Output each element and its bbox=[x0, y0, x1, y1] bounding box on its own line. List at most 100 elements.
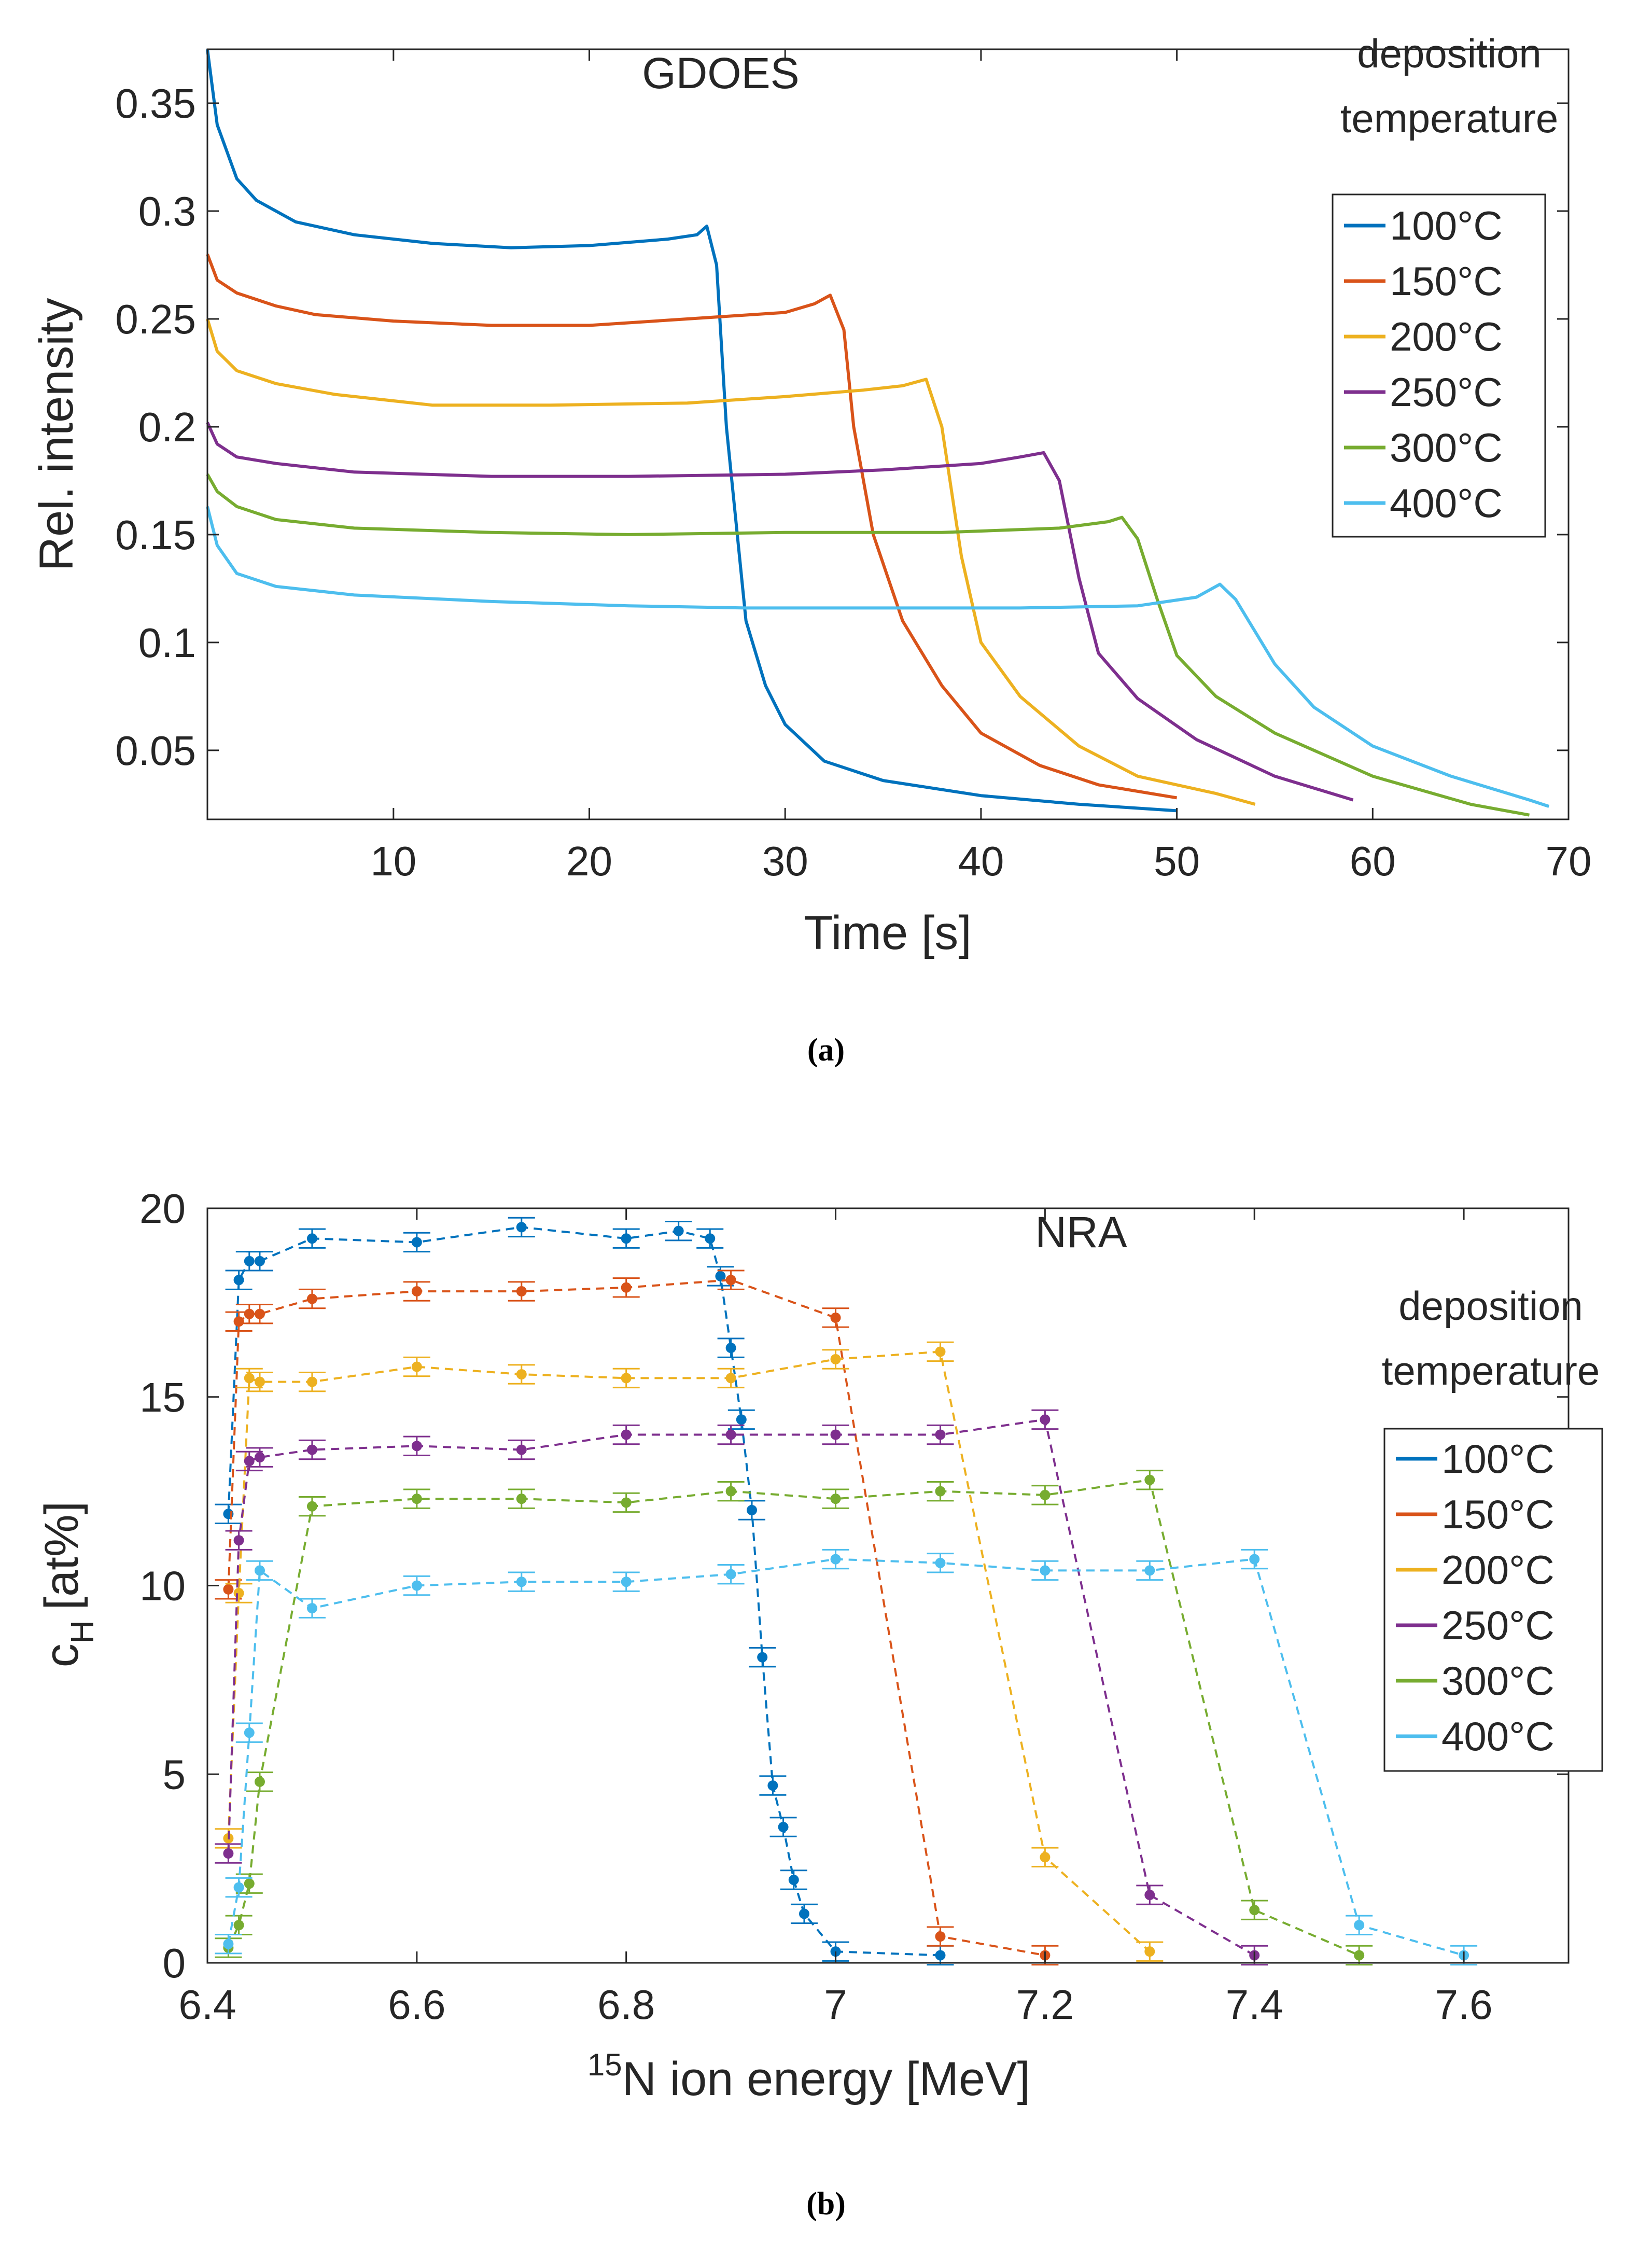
nra-point-400c bbox=[612, 1571, 640, 1592]
gdoes-plot-area bbox=[206, 48, 1570, 820]
nra-y-tick-label: 0 bbox=[163, 1940, 186, 1986]
nra-point-200c bbox=[1136, 1941, 1164, 1962]
nra-point-100c bbox=[298, 1228, 326, 1249]
gdoes-y-tick-label: 0.35 bbox=[115, 80, 196, 127]
nra-point-300c bbox=[612, 1492, 640, 1513]
nra-annotation-line2: temperature bbox=[1382, 1348, 1600, 1393]
gdoes-legend-label: 200°C bbox=[1390, 314, 1503, 359]
nra-point-200c bbox=[246, 1371, 273, 1392]
nra-point-400c bbox=[298, 1598, 326, 1619]
nra-point-150c bbox=[298, 1288, 326, 1309]
nra-point-250c bbox=[246, 1447, 273, 1468]
nra-point-100c bbox=[759, 1775, 787, 1796]
nra-point-300c bbox=[403, 1488, 430, 1509]
gdoes-y-tick-label: 0.25 bbox=[115, 296, 196, 342]
nra-point-250c bbox=[612, 1424, 640, 1445]
nra-y-axis-label-subscript: H bbox=[65, 1620, 101, 1643]
nra-y-axis-label-unit: [at%] bbox=[35, 1501, 88, 1610]
nra-y-tick-label: 5 bbox=[163, 1751, 186, 1797]
nra-point-100c bbox=[612, 1228, 640, 1249]
nra-point-300c bbox=[717, 1481, 745, 1502]
nra-point-250c bbox=[822, 1424, 849, 1445]
gdoes-legend: 100°C 150°C 200°C 250°C 300°C 400°C bbox=[1332, 193, 1546, 538]
nra-point-100c bbox=[790, 1903, 818, 1924]
nra-point-400c bbox=[215, 1933, 242, 1955]
nra-point-400c bbox=[822, 1549, 849, 1570]
caption-a: (a) bbox=[807, 1033, 845, 1068]
nra-point-250c bbox=[927, 1424, 954, 1445]
gdoes-x-tick-label: 10 bbox=[370, 838, 416, 884]
nra-point-300c bbox=[246, 1771, 273, 1792]
nra-point-150c bbox=[822, 1307, 849, 1328]
nra-x-tick-label: 7.2 bbox=[1016, 1982, 1074, 2028]
nra-legend-label: 200°C bbox=[1441, 1547, 1555, 1593]
nra-point-400c bbox=[1241, 1549, 1268, 1570]
nra-point-400c bbox=[225, 1877, 253, 1898]
nra-point-400c bbox=[927, 1553, 954, 1573]
gdoes-y-axis-label: Rel. intensity bbox=[30, 298, 83, 571]
nra-y-axis-label-c: c bbox=[35, 1643, 88, 1667]
gdoes-annotation-line1: deposition bbox=[1357, 31, 1542, 76]
nra-legend: 100°C 150°C 200°C 250°C 300°C 400°C bbox=[1383, 1428, 1603, 1772]
nra-point-100c bbox=[403, 1232, 430, 1253]
nra-point-400c bbox=[235, 1722, 263, 1743]
nra-chart: 6.4 6.6 6.8 7 7.2 7.4 7.6 0 5 10 15 20 NRA deposit… bbox=[35, 1185, 1603, 2105]
nra-point-300c bbox=[508, 1488, 535, 1509]
nra-point-100c bbox=[707, 1266, 734, 1287]
gdoes-series-line-200c bbox=[206, 318, 1256, 806]
nra-point-250c bbox=[508, 1439, 535, 1460]
gdoes-series-line-400c bbox=[206, 506, 1550, 808]
nra-point-250c bbox=[215, 1843, 242, 1864]
nra-y-tick-label: 20 bbox=[139, 1185, 186, 1232]
nra-legend-label: 250°C bbox=[1441, 1602, 1555, 1648]
gdoes-series-line-150c bbox=[206, 254, 1178, 800]
nra-x-tick-label: 6.4 bbox=[178, 1982, 236, 2028]
nra-point-200c bbox=[927, 1341, 954, 1362]
nra-point-400c bbox=[508, 1571, 535, 1592]
nra-x-tick-label: 7.6 bbox=[1435, 1982, 1492, 2028]
nra-x-tick-label: 7.4 bbox=[1226, 1982, 1283, 2028]
nra-point-200c bbox=[822, 1349, 849, 1370]
gdoes-series-line-250c bbox=[206, 422, 1354, 802]
nra-y-axis-label: cH [at%] bbox=[35, 1501, 101, 1667]
nra-x-tick-label: 7 bbox=[824, 1982, 847, 2028]
nra-point-200c bbox=[298, 1371, 326, 1392]
gdoes-legend-label: 250°C bbox=[1390, 369, 1503, 415]
gdoes-y-tick-label: 0.05 bbox=[115, 728, 196, 774]
gdoes-y-tick-label: 0.3 bbox=[138, 188, 196, 234]
nra-legend-label: 100°C bbox=[1441, 1436, 1555, 1482]
nra-chart-title: NRA bbox=[1035, 1208, 1127, 1257]
gdoes-chart: 10 20 30 40 50 60 70 0.05 0.1 0.15 0.2 0.25 0.3 0.35… bbox=[30, 31, 1591, 959]
nra-point-400c bbox=[1346, 1915, 1373, 1935]
nra-series-line-300c bbox=[227, 1478, 1360, 1957]
gdoes-legend-label: 100°C bbox=[1390, 203, 1503, 248]
nra-point-200c bbox=[1031, 1847, 1059, 1867]
nra-point-300c bbox=[1241, 1900, 1268, 1920]
gdoes-legend-label: 150°C bbox=[1390, 258, 1503, 304]
gdoes-chart-title: GDOES bbox=[642, 49, 799, 97]
nra-annotation-line1: deposition bbox=[1398, 1283, 1583, 1329]
nra-point-300c bbox=[822, 1488, 849, 1509]
gdoes-x-tick-label: 50 bbox=[1154, 838, 1200, 884]
nra-legend-label: 400°C bbox=[1441, 1713, 1555, 1759]
nra-point-150c bbox=[927, 1926, 954, 1947]
nra-point-300c bbox=[1346, 1945, 1373, 1966]
nra-point-150c bbox=[717, 1270, 745, 1290]
nra-point-250c bbox=[1136, 1885, 1164, 1905]
nra-point-250c bbox=[1031, 1409, 1059, 1430]
nra-x-tick-label: 6.6 bbox=[388, 1982, 445, 2028]
nra-point-250c bbox=[403, 1435, 430, 1457]
gdoes-y-tick-label: 0.2 bbox=[138, 404, 196, 450]
gdoes-annotation-line2: temperature bbox=[1340, 95, 1559, 141]
nra-point-250c bbox=[298, 1439, 326, 1460]
nra-point-400c bbox=[403, 1575, 430, 1596]
gdoes-x-tick-label: 70 bbox=[1546, 838, 1592, 884]
nra-point-300c bbox=[298, 1496, 326, 1517]
nra-x-tick-label: 6.8 bbox=[597, 1982, 655, 2028]
nra-point-400c bbox=[1136, 1560, 1164, 1581]
nra-point-400c bbox=[717, 1564, 745, 1585]
nra-point-100c bbox=[769, 1817, 797, 1837]
nra-point-100c bbox=[696, 1228, 724, 1249]
nra-series-line-400c bbox=[227, 1558, 1464, 1957]
